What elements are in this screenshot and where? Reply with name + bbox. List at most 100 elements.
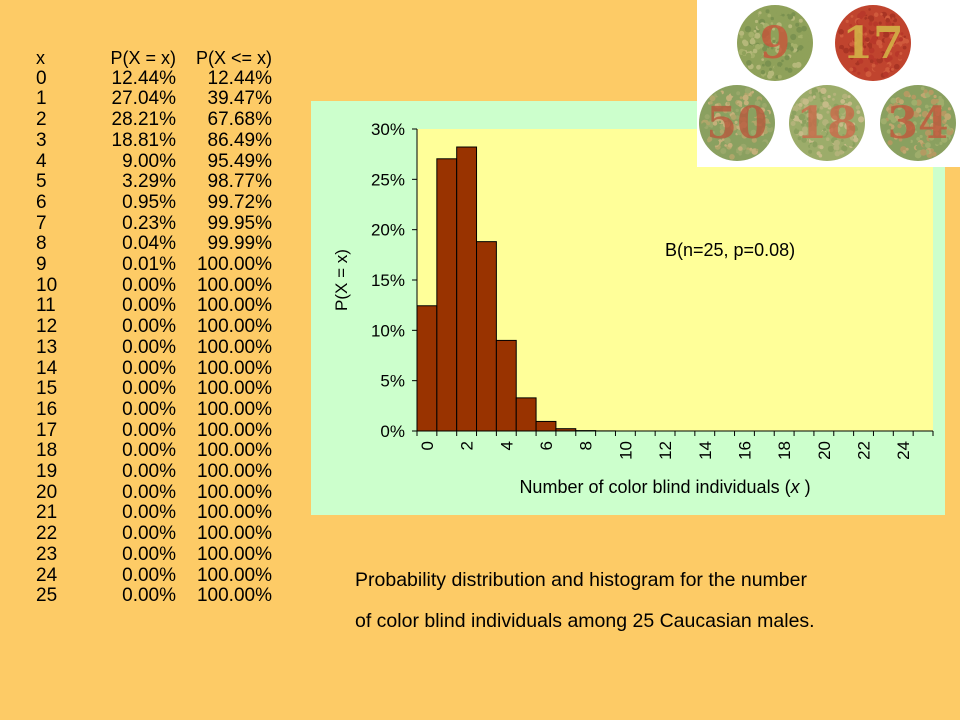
x-tick-label: 14 [696, 441, 715, 460]
plate-dot [797, 40, 802, 46]
plate-dot [930, 133, 934, 137]
plate-dot [818, 153, 823, 158]
plate-dot [937, 100, 945, 108]
cell-pmf: 0.04% [122, 233, 176, 255]
plate-dot [875, 29, 880, 34]
plate-dot [701, 122, 707, 127]
plate-dot [850, 15, 854, 18]
plate-dot [780, 28, 785, 33]
plate-dot [903, 35, 906, 38]
cell-pmf: 3.29% [122, 171, 176, 193]
cell-cdf: 100.00% [196, 440, 272, 462]
cell-x: 11 [36, 295, 56, 317]
plate-dot [747, 44, 753, 51]
plate-dot [913, 111, 920, 118]
plate-dot [744, 25, 752, 33]
cell-cdf: 100.00% [196, 543, 272, 565]
cell-x: 10 [36, 274, 58, 296]
plate-dot [823, 97, 827, 101]
plate-dot [790, 33, 797, 41]
plate-dot [820, 87, 827, 94]
plate-dot [826, 110, 830, 114]
table-row: 14 0.00% 100.00% [18, 357, 272, 380]
plate-dot [746, 141, 751, 145]
plate-dot [801, 25, 807, 32]
plate-dot [898, 109, 905, 116]
plate-dot [856, 121, 863, 128]
plate-dot [827, 113, 831, 118]
plate-dot [819, 145, 824, 150]
plate-dot [869, 59, 874, 63]
plate-dot [812, 95, 816, 99]
cell-x: 25 [36, 585, 58, 607]
plate-dot [916, 137, 921, 141]
plate-dot [935, 140, 940, 145]
y-axis-title: P(X = x) [332, 249, 351, 311]
plate-dot [792, 105, 799, 112]
plate-dot [883, 125, 887, 129]
plate-dot [923, 89, 928, 94]
plate-dot [939, 141, 943, 145]
plate-dot [897, 54, 904, 60]
plate-dot [802, 145, 809, 153]
table-row: 6 0.95% 99.72% [18, 191, 272, 214]
plate-dot [880, 33, 884, 36]
plate-dot [943, 110, 947, 114]
plate-dot [883, 71, 889, 78]
plate-dot [788, 24, 793, 29]
cell-x: 14 [36, 357, 58, 379]
cell-pmf: 0.00% [122, 357, 176, 379]
plate-dot [834, 126, 841, 133]
plate-dot [736, 123, 739, 126]
plate-dot [754, 19, 759, 24]
plate-dot [798, 102, 803, 108]
plate-dot [934, 111, 938, 115]
plate-dot [781, 38, 788, 45]
plate-dot [833, 144, 840, 151]
cell-cdf: 12.44% [207, 67, 272, 89]
plate-dot [924, 104, 929, 109]
plate-dot [937, 115, 943, 121]
plate-dot [772, 37, 776, 41]
plate-dot [722, 121, 729, 128]
plate-dot [839, 33, 844, 38]
table-row: 2 28.21% 67.68% [18, 109, 272, 131]
plate-dot [864, 17, 868, 20]
plate-dot [717, 133, 721, 137]
plate-dot [750, 129, 757, 136]
plate-dot [850, 52, 855, 57]
plate-dot [762, 46, 768, 52]
plate-dot [798, 18, 803, 23]
plate-dot [770, 22, 774, 25]
cell-pmf: 0.95% [122, 191, 176, 213]
plate-dot [749, 147, 753, 151]
plate-dot [791, 12, 796, 17]
plate-dot [736, 129, 743, 136]
plate-dot [776, 41, 779, 45]
plate-dot [930, 124, 936, 130]
caption-line-1: Probability distribution and histogram f… [355, 569, 807, 591]
cell-x: 20 [36, 481, 58, 503]
plate-dot [701, 133, 709, 140]
plate-dot [724, 144, 727, 147]
plate-dot [745, 52, 752, 59]
plate-dot [743, 100, 749, 106]
plate-dot [894, 63, 900, 70]
cell-pmf: 0.00% [122, 564, 176, 586]
plate-dot [919, 134, 923, 139]
plate-dot [793, 129, 799, 135]
plate-dot [816, 113, 823, 120]
x-axis-title-text: Number of color blind individuals ( [519, 477, 790, 497]
plate-dot [845, 55, 850, 61]
plate-dot [764, 60, 772, 67]
plate-dot [871, 63, 876, 68]
plate-dot [753, 29, 757, 33]
plate-dot [904, 138, 911, 145]
plate-dot [938, 95, 942, 100]
plate-dot [944, 119, 947, 122]
cell-pmf: 0.00% [122, 316, 176, 338]
plate-dot [860, 47, 865, 51]
plate-dot [832, 98, 835, 101]
plate-dot [936, 147, 941, 151]
cell-cdf: 100.00% [196, 398, 272, 420]
